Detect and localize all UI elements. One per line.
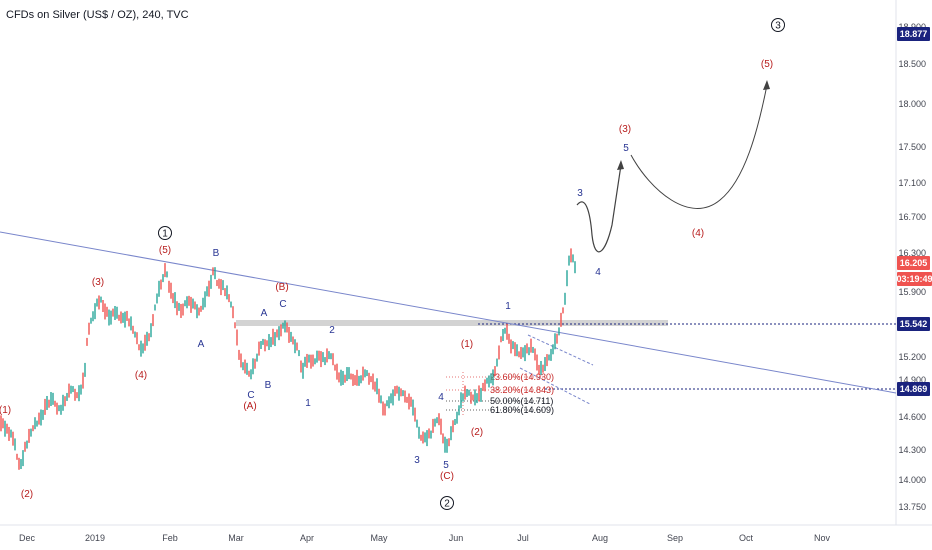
x-tick-label: Sep (667, 533, 683, 543)
circled-wave-label: 2 (440, 496, 454, 510)
y-tick-label: 17.500 (898, 142, 926, 152)
x-tick-label: Jul (517, 533, 529, 543)
fib-level-label: 23.60%(14.930) (490, 372, 554, 382)
projection-arrow (617, 160, 624, 170)
chart-title: CFDs on Silver (US$ / OZ), 240, TVC (6, 9, 189, 21)
wave-label: 1 (305, 398, 311, 409)
price-label: 03:19:49 (896, 272, 932, 286)
y-tick-label: 14.300 (898, 445, 926, 455)
price-label-text: 15.542 (900, 319, 928, 329)
wave-label: A (261, 308, 268, 319)
y-tick-label: 18.500 (898, 59, 926, 69)
wave-label: C (247, 390, 254, 401)
price-label: 18.877 (897, 27, 930, 41)
circle-outline (771, 18, 785, 32)
wave-label: 4 (438, 392, 444, 403)
wave-label: C (279, 299, 286, 310)
resistance-zone (236, 320, 668, 326)
y-tick-label: 14.900 (898, 375, 926, 385)
wave-label: (B) (275, 282, 288, 293)
wave-label: 5 (623, 143, 629, 154)
projection-arrow (763, 80, 770, 90)
x-tick-label: Nov (814, 533, 831, 543)
circled-label-text: 3 (775, 21, 781, 32)
wave-label: A (198, 339, 205, 350)
wave-label: 4 (595, 267, 601, 278)
circled-wave-label: 3 (771, 18, 785, 32)
wave-label: (A) (243, 401, 256, 412)
wave-label: B (213, 248, 220, 259)
wave-label: (3) (619, 124, 631, 135)
wave-label: (4) (692, 228, 704, 239)
y-tick-label: 18.000 (898, 99, 926, 109)
wave-label: B (265, 380, 272, 391)
price-candles (0, 248, 576, 470)
price-label: 14.869 (897, 382, 930, 396)
y-tick-label: 17.100 (898, 178, 926, 188)
y-tick-label: 16.700 (898, 212, 926, 222)
price-label-box (897, 317, 930, 331)
wave-label: 5 (443, 460, 449, 471)
wave-label: 2 (329, 325, 335, 336)
y-tick-label: 16.300 (898, 248, 926, 258)
channel-line (519, 367, 591, 405)
wave-label: 3 (414, 455, 420, 466)
y-tick-label: 15.200 (898, 352, 926, 362)
x-tick-label: May (370, 533, 388, 543)
x-tick-label: Dec (19, 533, 36, 543)
fib-level-label: 38.20%(14.843) (490, 385, 554, 395)
wave-label: 1 (505, 301, 511, 312)
circled-wave-label: 1 (158, 226, 172, 240)
wave-label: (1) (0, 405, 11, 416)
circled-label-text: 1 (162, 229, 168, 240)
wave-label: (2) (471, 427, 483, 438)
x-tick-label: Mar (228, 533, 244, 543)
price-label: 15.542 (897, 317, 930, 331)
x-tick-label: Aug (592, 533, 608, 543)
price-label-box (897, 272, 932, 286)
price-label-box (897, 27, 930, 41)
price-label-text: 14.869 (900, 384, 928, 394)
price-label-text: 16.205 (900, 258, 928, 268)
trendline (0, 231, 897, 394)
wave-label: (C) (440, 471, 454, 482)
fib-level-label: 50.00%(14.711) (490, 396, 553, 406)
price-label-box (897, 382, 930, 396)
y-tick-label: 14.600 (898, 412, 926, 422)
wave-label: (1) (461, 339, 473, 350)
y-tick-label: 15.900 (898, 287, 926, 297)
circled-label-text: 2 (444, 499, 450, 510)
wave-label: (5) (761, 59, 773, 70)
price-label-box (897, 256, 930, 270)
wave-label: (3) (92, 277, 104, 288)
y-tick-label: 13.750 (898, 502, 926, 512)
wave-label: 3 (577, 188, 583, 199)
x-tick-label: Oct (739, 533, 754, 543)
circle-outline (158, 226, 172, 240)
price-label-text: 03:19:49 (896, 274, 932, 284)
y-tick-label: 14.000 (898, 475, 926, 485)
projection-path (576, 164, 622, 253)
wave-label: (5) (159, 245, 171, 256)
wave-label: (2) (21, 489, 33, 500)
price-label-text: 18.877 (900, 29, 928, 39)
projection-path (630, 84, 768, 209)
circle-outline (440, 496, 454, 510)
channel-line (527, 334, 594, 366)
x-tick-label: 2019 (85, 533, 105, 543)
price-label: 16.205 (897, 256, 930, 270)
fib-level-label: 61.80%(14.609) (490, 405, 554, 415)
wave-label: (4) (135, 370, 147, 381)
x-tick-label: Jun (449, 533, 464, 543)
x-tick-label: Apr (300, 533, 314, 543)
x-tick-label: Feb (162, 533, 178, 543)
